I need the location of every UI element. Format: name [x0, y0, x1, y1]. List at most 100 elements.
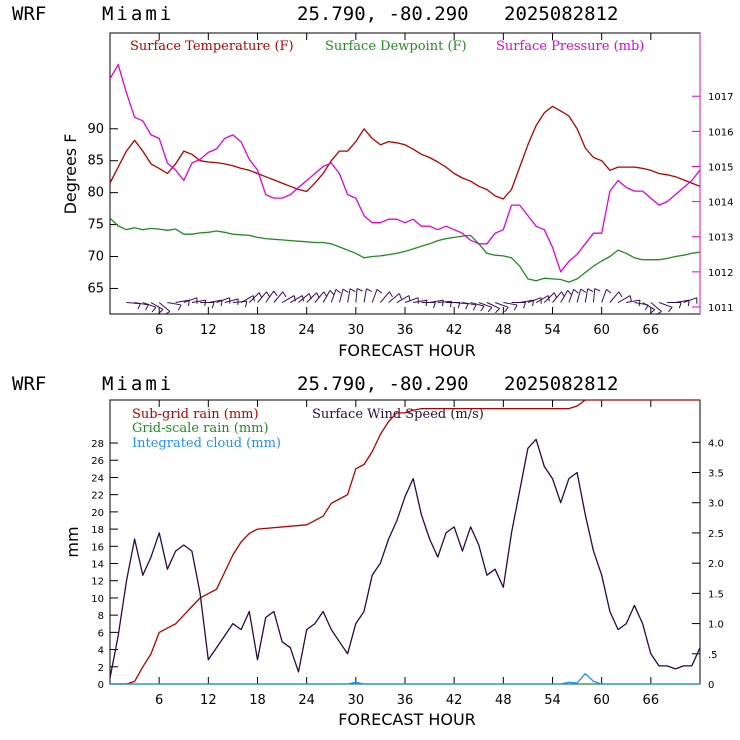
- wind-barb: [404, 297, 419, 304]
- x-tick-label: 66: [643, 693, 660, 708]
- y2-tick-label: 1014: [708, 198, 733, 209]
- legend-entry: Surface Temperature (F): [130, 39, 294, 54]
- wind-barb: [322, 290, 335, 303]
- wind-barb: [470, 302, 485, 312]
- wind-barb: [667, 302, 682, 309]
- y2-tick-label: 2.5: [708, 529, 724, 540]
- y-tick-label: 24: [91, 473, 104, 484]
- y-tick-label: 18: [91, 525, 104, 536]
- x-tick-label: 36: [397, 693, 414, 708]
- wind-barb: [568, 288, 579, 303]
- y2-tick-label: 1.0: [708, 620, 724, 631]
- x-tick-label: 6: [155, 323, 163, 338]
- wind-barb: [486, 302, 500, 314]
- wind-barb: [191, 299, 207, 307]
- x-tick-label: 48: [495, 323, 512, 338]
- x-tick-label: 36: [397, 323, 414, 338]
- y2-tick-label: 3.0: [708, 499, 724, 510]
- x-tick-label: 54: [544, 323, 561, 338]
- y2-tick-label: 1015: [708, 162, 733, 173]
- wind-barb: [421, 302, 436, 309]
- panel1-frame: [109, 32, 701, 315]
- y-tick-label: 85: [87, 154, 104, 169]
- panel2-location: Miami: [102, 373, 174, 395]
- x-tick-label: 30: [348, 693, 365, 708]
- x-tick-label: 42: [446, 323, 463, 338]
- x-tick-label: 18: [249, 323, 266, 338]
- wind-barb: [380, 291, 393, 303]
- panel2-xlabel: FORECAST HOUR: [338, 710, 476, 729]
- panel2-header: WRF Miami 25.790, -80.290 2025082812: [12, 373, 618, 395]
- series-line-4: [110, 673, 700, 685]
- wind-barb: [560, 290, 573, 303]
- wind-barb: [503, 302, 518, 311]
- legend-entry: Surface Wind Speed (m/s): [312, 407, 484, 422]
- wind-barb: [298, 293, 312, 303]
- wind-barb: [675, 299, 690, 307]
- wind-barb: [200, 302, 215, 309]
- panel2-ticks: 6 12 18 24 30 36 42 48 54 60 660246810121416182022…: [91, 400, 724, 708]
- panel2-model: WRF: [12, 373, 46, 395]
- wind-barb: [338, 288, 349, 303]
- wind-barb: [601, 288, 612, 303]
- x-tick-label: 60: [593, 693, 610, 708]
- y-tick-label: 16: [91, 542, 104, 553]
- panel2-coords: 25.790, -80.290: [297, 373, 469, 395]
- wind-barb: [683, 297, 698, 304]
- y2-tick-label: 1011: [708, 303, 733, 314]
- panel2-init: 2025082812: [504, 373, 618, 395]
- y-tick-label: 22: [91, 491, 104, 502]
- wind-barb: [150, 302, 164, 314]
- panel1-series: [109, 63, 701, 283]
- wind-barb: [281, 295, 296, 303]
- wind-barb: [634, 302, 649, 311]
- y-tick-label: 2: [98, 663, 104, 674]
- x-tick-label: 42: [446, 693, 463, 708]
- series-line-3: [109, 63, 701, 273]
- wind-barb: [167, 302, 182, 311]
- wind-barb: [355, 288, 363, 303]
- y-tick-label: 70: [87, 250, 104, 265]
- y-tick-label: 75: [87, 218, 104, 233]
- y2-tick-label: .5: [708, 650, 718, 661]
- y-tick-label: 26: [91, 456, 104, 467]
- panel1-xlabel: FORECAST HOUR: [338, 341, 476, 360]
- wind-barb: [609, 291, 623, 303]
- wind-barb: [208, 299, 223, 307]
- wind-barb: [371, 288, 382, 303]
- wind-barb: [494, 302, 509, 313]
- y-tick-label: 6: [98, 628, 104, 639]
- panel1-location: Miami: [102, 3, 174, 25]
- panel1-wind-barbs: [126, 288, 698, 316]
- legend-entry: Surface Pressure (mb): [496, 39, 644, 54]
- wind-barb: [576, 288, 586, 303]
- x-tick-label: 48: [495, 693, 512, 708]
- y-tick-label: 0: [98, 680, 104, 691]
- wind-barb: [478, 302, 493, 313]
- wind-barb: [175, 299, 190, 307]
- x-tick-label: 6: [155, 693, 163, 708]
- y-tick-label: 12: [91, 577, 104, 588]
- legend-entry: Integrated cloud (mm): [132, 436, 281, 451]
- wind-barb: [158, 302, 171, 316]
- y2-tick-label: 1012: [708, 268, 733, 279]
- series-line-1: [109, 105, 701, 200]
- x-tick-label: 66: [643, 323, 660, 338]
- wind-barb: [248, 292, 263, 303]
- x-tick-label: 24: [298, 693, 315, 708]
- wind-barb: [429, 299, 444, 307]
- panel1-ylabel: Degrees F: [61, 134, 80, 215]
- panel2-ylabel: mm: [63, 526, 82, 557]
- y-tick-label: 80: [87, 186, 104, 201]
- wind-barb: [445, 302, 461, 309]
- wind-barb: [273, 291, 287, 303]
- x-tick-label: 12: [200, 693, 217, 708]
- y-tick-label: 28: [91, 439, 104, 450]
- wind-barb: [658, 302, 673, 313]
- wind-barb: [183, 297, 198, 304]
- x-tick-label: 30: [348, 323, 365, 338]
- y2-tick-label: 0: [708, 680, 714, 691]
- legend-entry: Sub-grid rain (mm): [132, 407, 259, 422]
- wind-barb: [265, 290, 278, 303]
